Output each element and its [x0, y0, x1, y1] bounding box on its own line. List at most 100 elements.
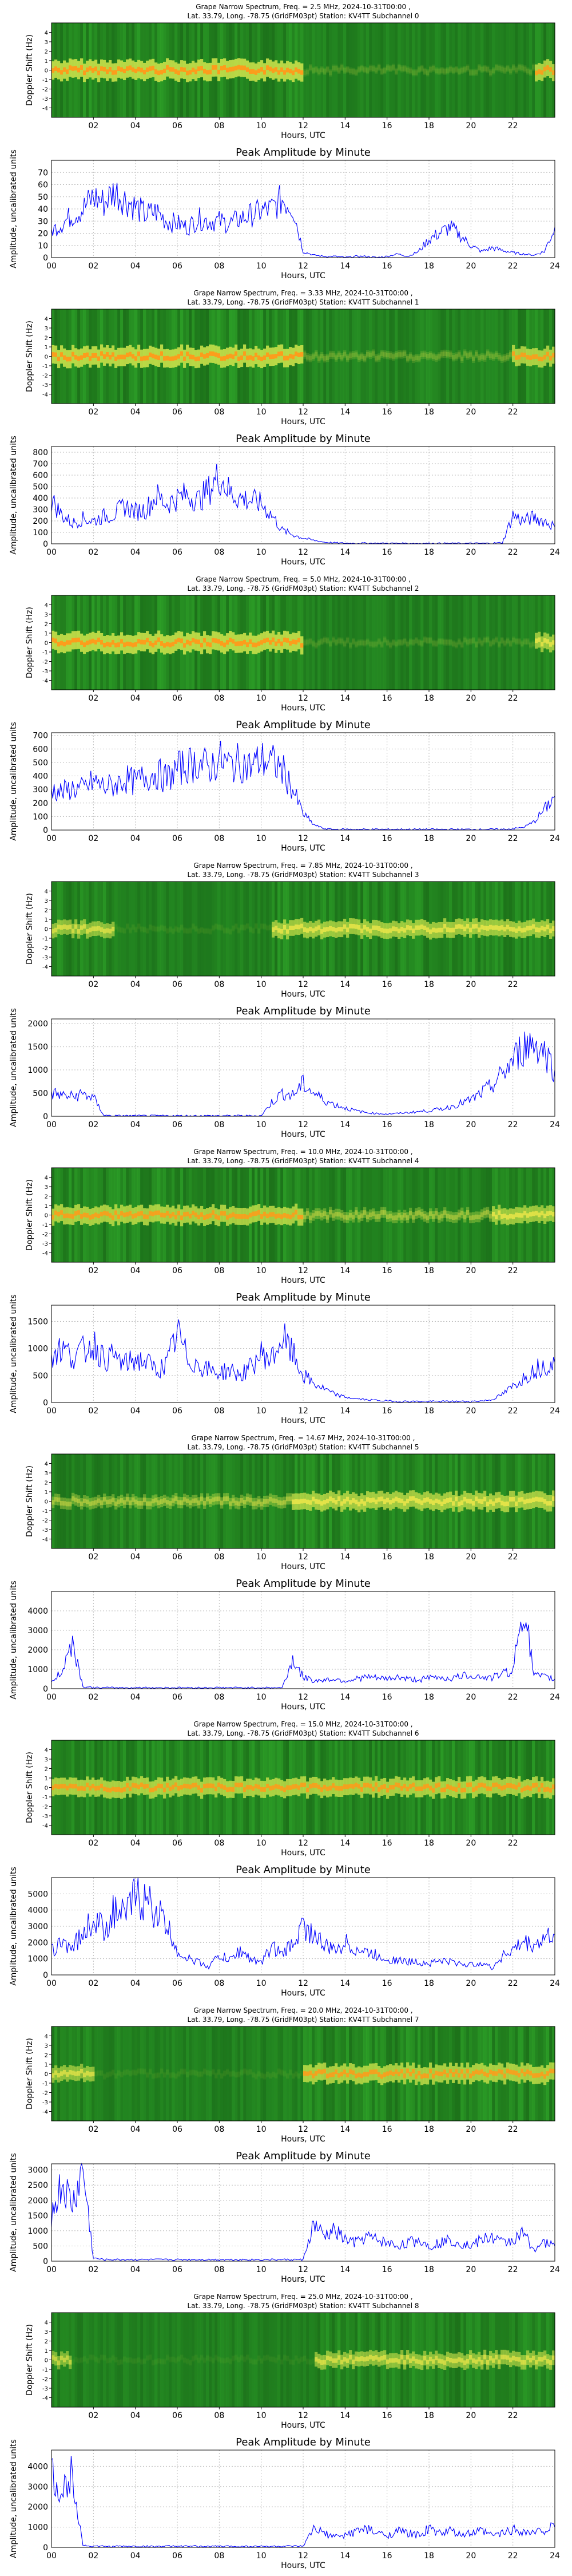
x-tick-label: 10: [256, 834, 267, 843]
heatmap-peak: [375, 2069, 378, 2074]
heatmap-peak: [275, 1784, 278, 1789]
heatmap-band: [475, 1211, 478, 1223]
heatmap-band: [252, 2071, 255, 2078]
series-line: [51, 1319, 555, 1403]
heatmap-peak: [415, 2074, 418, 2079]
heatmap-peak: [146, 1784, 149, 1789]
heatmap-column: [320, 1168, 324, 1262]
heatmap-peak: [466, 353, 470, 358]
series-line: [51, 2162, 555, 2261]
heatmap-peak: [492, 1501, 495, 1506]
heatmap-peak: [398, 1498, 401, 1503]
heatmap-peak: [194, 926, 198, 931]
heatmap-band: [217, 2069, 221, 2076]
heatmap-peak: [395, 1215, 398, 1220]
heatmap-column: [120, 1454, 124, 1548]
heatmap-peak: [149, 924, 152, 930]
heatmap-peak: [166, 1500, 169, 1505]
heatmap-band: [489, 640, 492, 647]
heatmap-band: [246, 923, 249, 930]
x-tick-label: 08: [214, 1120, 224, 1129]
heatmap-peak: [177, 1211, 181, 1216]
heatmap-peak: [386, 65, 390, 70]
heatmap-peak: [197, 1500, 201, 1506]
heatmap-column: [521, 595, 524, 690]
heatmap-peak: [103, 354, 106, 359]
y-axis-label: Doppler Shift (Hz): [25, 1179, 34, 1251]
heatmap-peak: [420, 352, 424, 357]
heatmap-peak: [352, 1784, 355, 1789]
heatmap-column: [237, 1454, 241, 1548]
heatmap-peak: [532, 924, 535, 929]
x-tick-label: 04: [130, 408, 141, 417]
heatmap-peak: [552, 1212, 555, 1217]
heatmap-peak: [495, 1498, 498, 1503]
heatmap-peak: [400, 352, 404, 357]
heatmap-peak: [149, 1501, 152, 1506]
heatmap-band: [383, 636, 387, 643]
heatmap-band: [449, 65, 452, 73]
heatmap-peak: [266, 2072, 269, 2077]
x-tick-label: 02: [88, 1266, 98, 1275]
heatmap-peak: [412, 1496, 415, 1501]
heatmap-peak: [546, 351, 550, 357]
x-tick-label: 04: [130, 1120, 141, 1129]
heatmap-peak: [426, 638, 430, 643]
heatmap-peak: [392, 1215, 395, 1220]
chart-title: Peak Amplitude by Minute: [236, 433, 371, 445]
heatmap-peak: [378, 65, 381, 70]
heatmap-peak: [357, 1215, 361, 1220]
y-axis-label: Doppler Shift (Hz): [25, 34, 34, 106]
heatmap-peak: [360, 354, 364, 359]
heatmap-peak: [443, 923, 447, 929]
heatmap-column: [189, 2026, 192, 2121]
heatmap-peak: [463, 1787, 467, 1792]
heatmap-peak: [280, 641, 284, 646]
heatmap-column: [398, 1168, 401, 1262]
heatmap-peak: [74, 924, 78, 929]
heatmap-peak: [329, 2072, 332, 2077]
heatmap-column: [458, 309, 461, 404]
heatmap-peak: [166, 1211, 169, 1216]
heatmap-peak: [260, 640, 264, 645]
heatmap-column: [357, 309, 361, 404]
heatmap-peak: [100, 66, 104, 71]
heatmap-peak: [186, 1784, 189, 1789]
heatmap-band: [412, 1212, 415, 1223]
heatmap-peak: [280, 2070, 284, 2075]
heatmap-band: [343, 350, 347, 358]
heatmap-band: [392, 1212, 395, 1223]
heatmap-band: [229, 2071, 232, 2078]
heatmap-peak: [546, 2071, 550, 2076]
heatmap-peak: [77, 929, 81, 934]
heatmap-peak: [240, 355, 244, 361]
heatmap-peak: [223, 1785, 227, 1790]
x-tick-label: 06: [172, 121, 182, 131]
x-tick-label: 04: [130, 694, 141, 703]
heatmap-peak: [335, 66, 338, 71]
heatmap-column: [395, 595, 398, 690]
heatmap-column: [432, 309, 435, 404]
heatmap-peak: [498, 354, 501, 359]
heatmap-peak: [69, 924, 72, 930]
heatmap-peak: [509, 926, 513, 931]
heatmap-peak: [412, 640, 415, 645]
x-tick-label: 18: [424, 1120, 434, 1129]
x-tick-label: 14: [340, 694, 350, 703]
heatmap-column: [346, 1168, 349, 1262]
heatmap-band: [483, 65, 487, 73]
heatmap-band: [137, 1498, 141, 1509]
heatmap-peak: [174, 1782, 178, 1787]
heatmap-column: [206, 1454, 209, 1548]
heatmap-peak: [363, 1210, 367, 1215]
heatmap-band: [486, 349, 490, 358]
heatmap-peak: [429, 2068, 432, 2073]
heatmap-peak: [166, 355, 169, 361]
heatmap-peak: [435, 928, 438, 933]
heatmap-peak: [72, 929, 75, 934]
heatmap-peak: [375, 642, 378, 647]
heatmap-band: [323, 1208, 327, 1219]
heatmap-band: [317, 1208, 321, 1219]
heatmap-peak: [357, 1502, 361, 1507]
heatmap-band: [140, 2068, 144, 2075]
